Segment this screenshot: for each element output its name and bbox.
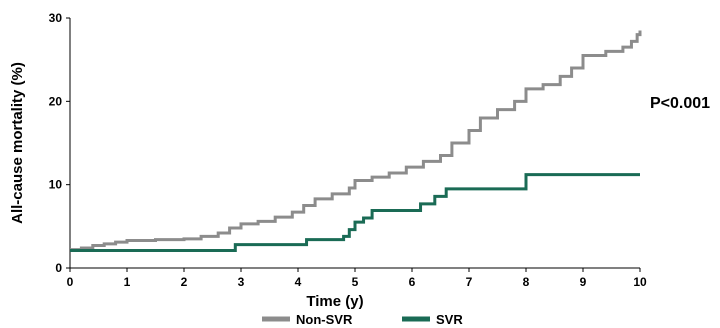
x-tick-label: 4 xyxy=(295,275,302,289)
x-tick-label: 5 xyxy=(352,275,359,289)
x-ticks: 0 1 2 3 4 5 6 7 8 9 10 xyxy=(67,268,647,289)
legend-label-svr: SVR xyxy=(436,312,463,327)
p-value-annotation: P<0.001 xyxy=(650,95,710,112)
x-tick-label: 7 xyxy=(466,275,473,289)
x-tick-label: 10 xyxy=(633,275,647,289)
legend: Non-SVR SVR xyxy=(262,312,463,327)
x-tick-label: 1 xyxy=(124,275,131,289)
y-tick-label: 30 xyxy=(49,11,63,25)
x-tick-label: 6 xyxy=(409,275,416,289)
series-line-non-svr xyxy=(70,30,642,252)
x-tick-label: 0 xyxy=(67,275,74,289)
y-tick-label: 20 xyxy=(49,94,63,108)
y-ticks: 0 10 20 30 xyxy=(49,11,70,275)
x-tick-label: 2 xyxy=(181,275,188,289)
x-tick-label: 3 xyxy=(238,275,245,289)
series-line-svr xyxy=(70,173,640,252)
x-axis-title: Time (y) xyxy=(306,293,363,310)
y-tick-label: 10 xyxy=(49,178,63,192)
series-layer xyxy=(70,30,642,252)
y-tick-label: 0 xyxy=(55,261,62,275)
x-tick-label: 8 xyxy=(523,275,530,289)
legend-label-non-svr: Non-SVR xyxy=(296,312,353,327)
x-tick-label: 9 xyxy=(580,275,587,289)
y-axis-title: All-cause mortality (%) xyxy=(9,62,26,224)
